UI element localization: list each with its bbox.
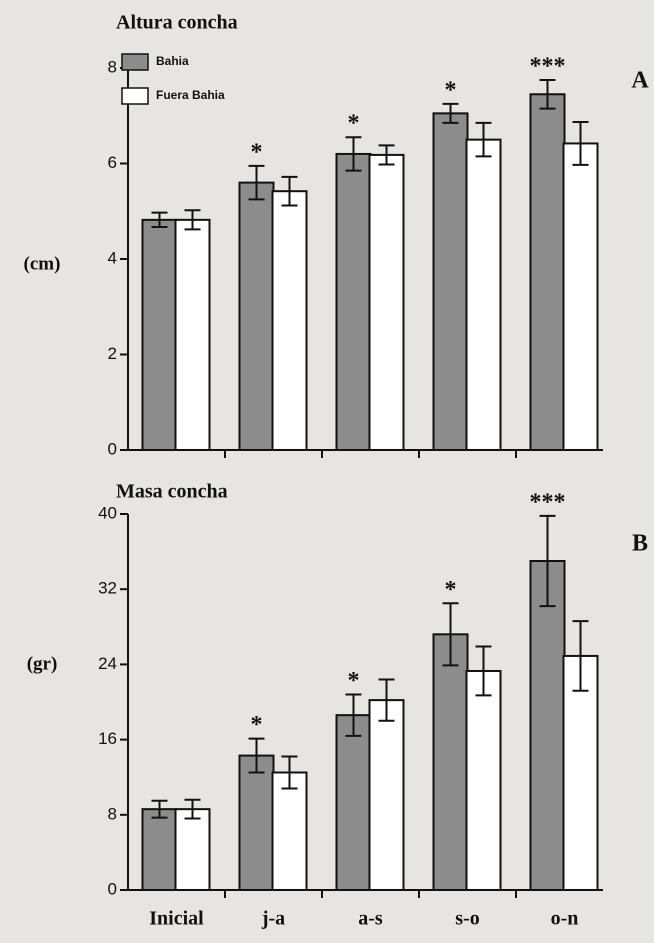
bar [465, 669, 502, 891]
y-tick-label: 4 [108, 248, 117, 267]
legend-label: Fuera Bahia [156, 88, 225, 102]
panel-label: A [631, 68, 649, 94]
error-bar [248, 737, 265, 774]
y-tick-label: 0 [108, 879, 117, 898]
bar [432, 112, 469, 452]
bar [465, 138, 502, 451]
y-axis-label: (cm) [24, 253, 61, 274]
bar [238, 754, 275, 892]
bar [562, 142, 599, 451]
legend-label: Bahia [156, 54, 189, 68]
error-bar [378, 144, 395, 166]
legend-swatch [121, 53, 149, 71]
error-bar [184, 209, 201, 231]
y-tick-label: 0 [108, 439, 117, 458]
bar [271, 771, 308, 891]
significance-mark: * [348, 668, 360, 694]
y-tick-label: 40 [98, 503, 117, 522]
bar [335, 152, 372, 451]
y-tick-label: 8 [108, 57, 117, 76]
y-tick-label: 8 [108, 804, 117, 823]
y-tick-label: 16 [98, 729, 117, 748]
y-tick-label: 32 [98, 579, 117, 598]
bar [238, 181, 275, 451]
error-bar [572, 620, 589, 692]
significance-mark: * [445, 577, 457, 603]
y-axis-label: (gr) [27, 653, 58, 674]
chart-title: Masa concha [116, 481, 228, 503]
y-tick-label: 6 [108, 153, 117, 172]
bar [368, 699, 405, 891]
bar [529, 93, 566, 451]
error-bar [345, 693, 362, 737]
error-bar [281, 755, 298, 790]
y-tick-label: 24 [98, 654, 117, 673]
error-bar [151, 799, 168, 819]
bar [368, 153, 405, 451]
bar [141, 218, 178, 451]
error-bar [248, 164, 265, 201]
error-bar [442, 602, 459, 667]
x-tick-label: j-a [261, 908, 285, 930]
bar [432, 633, 469, 891]
chart-title: Altura concha [116, 12, 238, 34]
error-bar [475, 121, 492, 158]
x-tick-label: Inicial [149, 908, 204, 930]
legend-swatch [121, 87, 149, 105]
x-tick-label: s-o [455, 908, 479, 930]
bar [562, 654, 599, 891]
error-bar [572, 120, 589, 166]
error-bar [539, 514, 556, 608]
error-bar [475, 645, 492, 697]
bar [529, 560, 566, 891]
bar [141, 808, 178, 891]
error-bar [345, 136, 362, 172]
error-bar [184, 798, 201, 820]
error-bar [151, 211, 168, 229]
bar [271, 190, 308, 451]
bar [174, 218, 211, 451]
error-bar [378, 678, 395, 722]
bar [174, 808, 211, 891]
significance-mark: *** [530, 489, 566, 515]
y-tick-label: 2 [108, 344, 117, 363]
significance-mark: *** [530, 53, 566, 79]
x-tick-label: o-n [551, 908, 579, 930]
significance-mark: * [348, 111, 360, 137]
significance-mark: * [445, 77, 457, 103]
bar [335, 714, 372, 891]
error-bar [442, 102, 459, 124]
error-bar [539, 78, 556, 110]
significance-mark: * [251, 139, 263, 165]
x-tick-label: a-s [358, 908, 383, 930]
error-bar [281, 175, 298, 207]
significance-mark: * [251, 712, 263, 738]
panel-label: B [632, 531, 648, 557]
